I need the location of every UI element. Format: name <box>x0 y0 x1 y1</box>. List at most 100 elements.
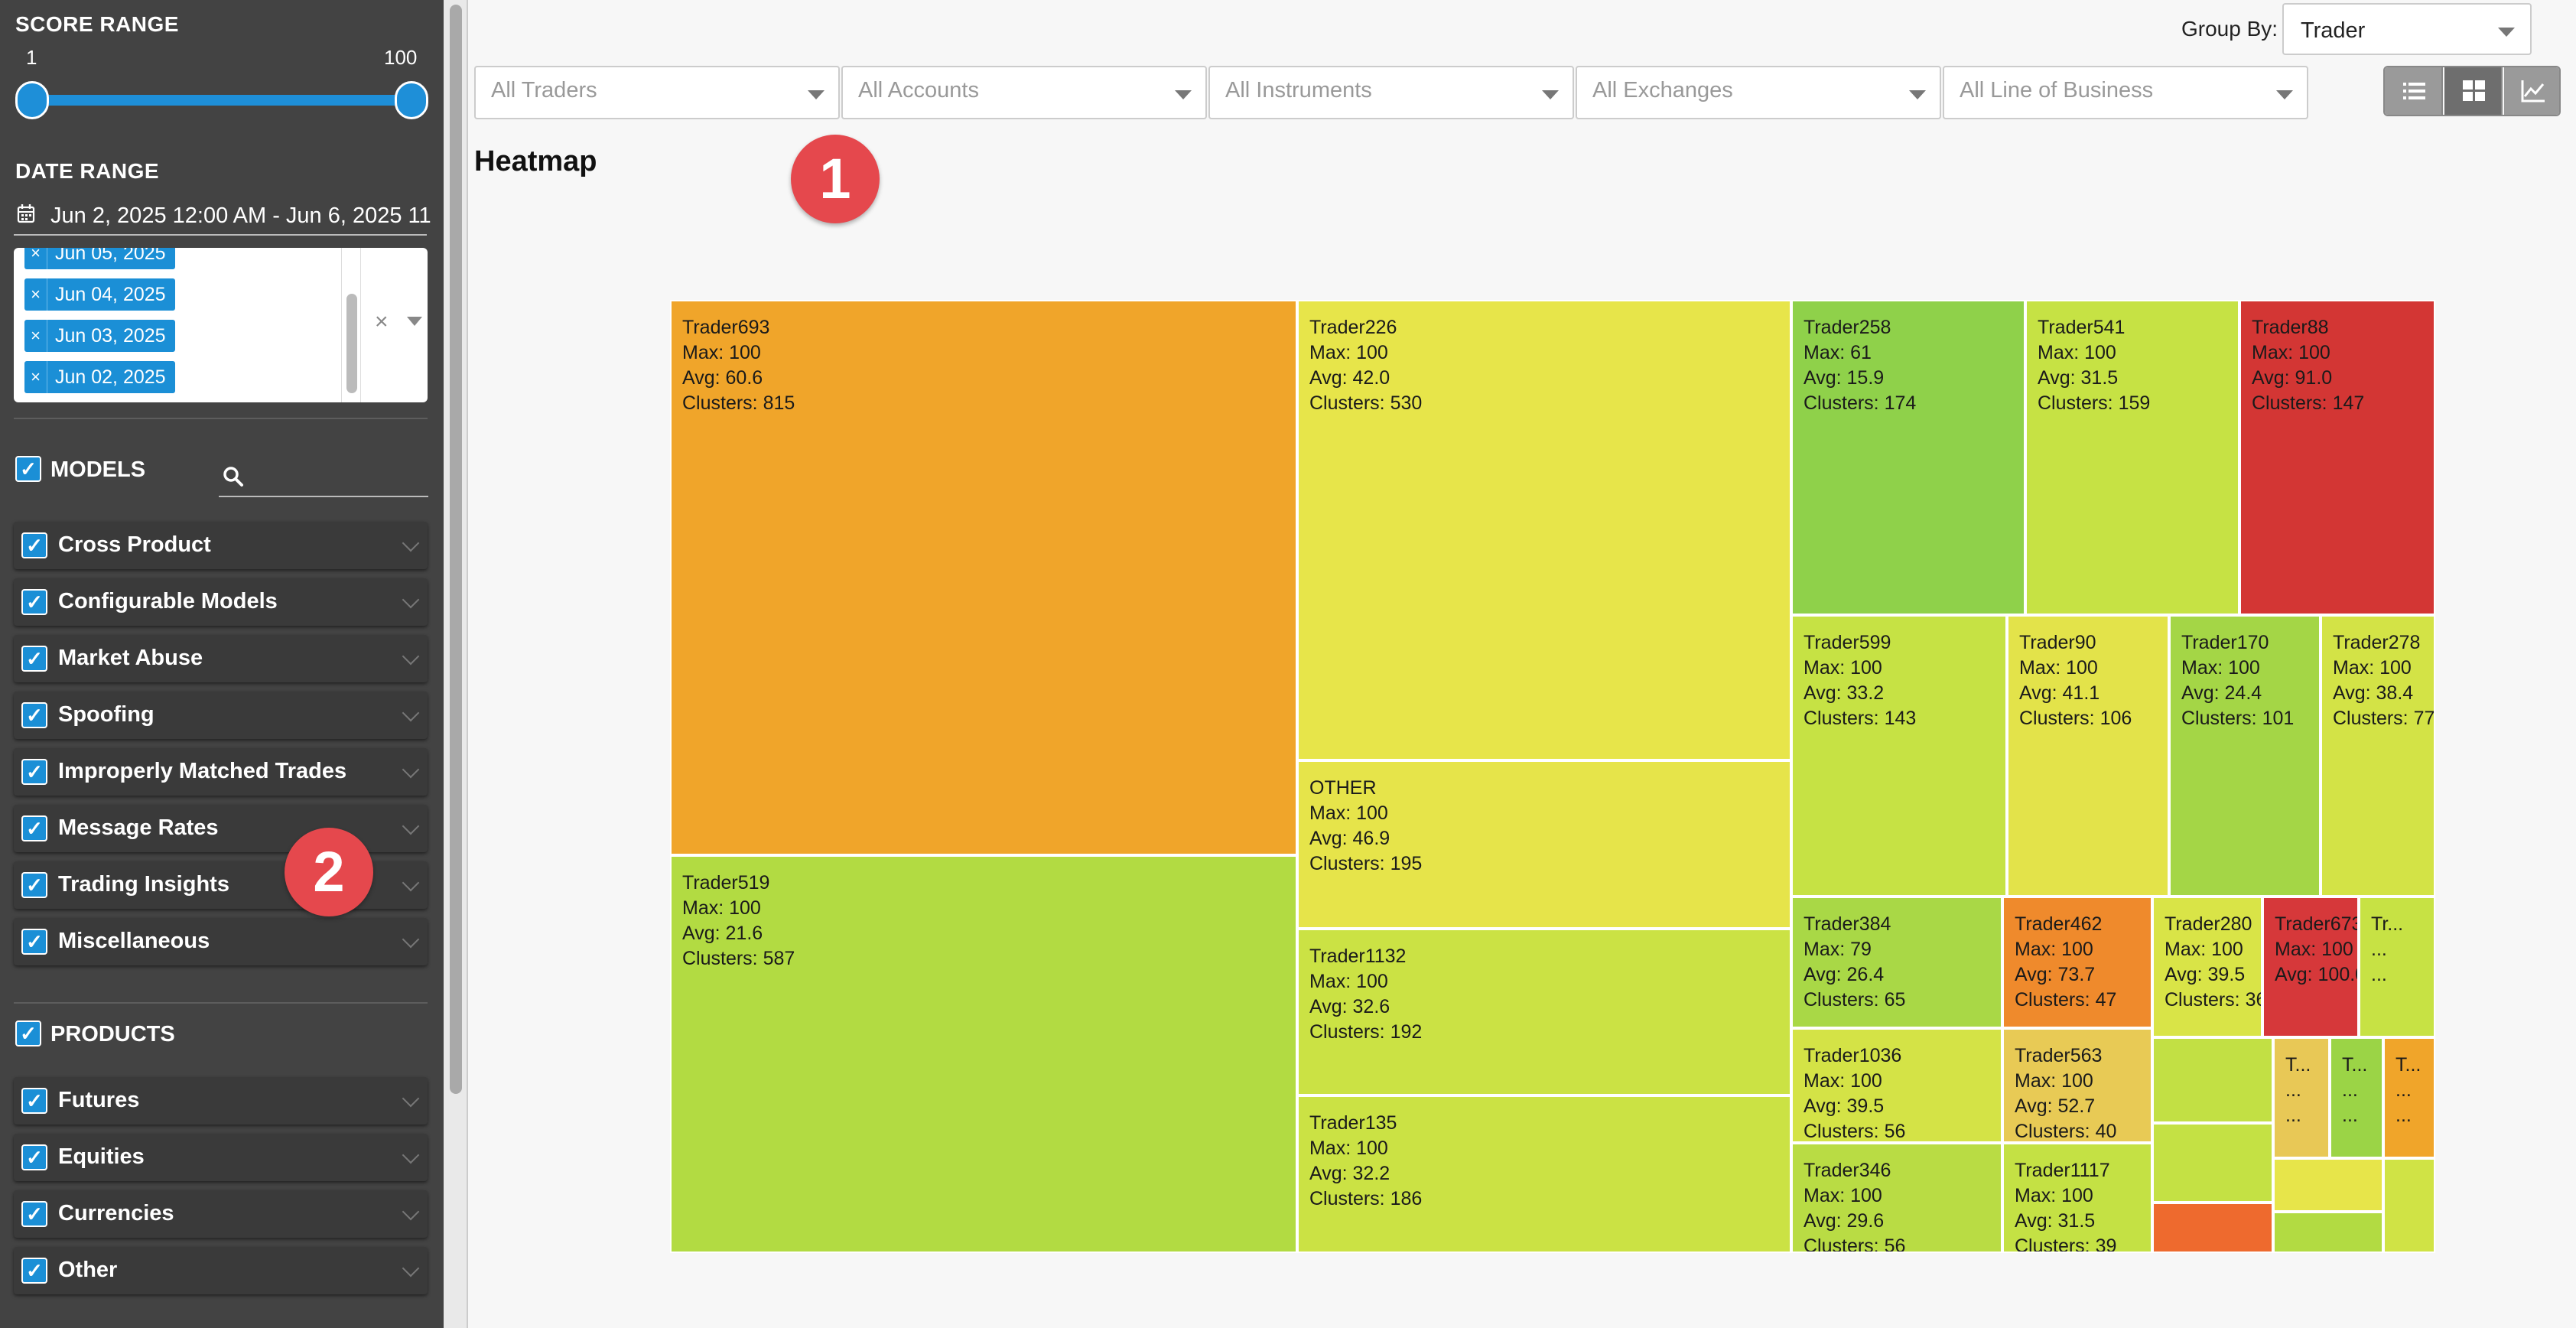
selected-dates-box[interactable]: × Jun 05, 2025 × Jun 04, 2025 × Jun 03, … <box>14 248 428 402</box>
heatmap-tile[interactable]: Tr......... <box>2359 897 2435 1037</box>
chevron-down-icon[interactable] <box>402 1259 420 1278</box>
group-by-select[interactable]: Trader <box>2282 3 2532 55</box>
heatmap-tile[interactable]: Trader280 Max: 100 Avg: 39.5 Clusters: 36 <box>2152 897 2262 1037</box>
model-item-improperly-matched-trades[interactable]: ✓ Improperly Matched Trades <box>14 748 428 796</box>
instruments-filter[interactable]: All Instruments <box>1208 66 1574 119</box>
exchanges-filter[interactable]: All Exchanges <box>1576 66 1941 119</box>
list-view-button[interactable] <box>2385 67 2443 115</box>
models-checkbox[interactable]: ✓ <box>15 456 41 482</box>
heatmap-tile[interactable]: Trader346 Max: 100 Avg: 29.6 Clusters: 56 <box>1791 1143 2002 1253</box>
model-item-cross-product[interactable]: ✓ Cross Product <box>14 522 428 569</box>
chevron-down-icon[interactable] <box>402 930 420 949</box>
chevron-down-icon[interactable] <box>402 1203 420 1221</box>
product-checkbox[interactable]: ✓ <box>21 1088 47 1114</box>
chevron-down-icon[interactable] <box>402 647 420 666</box>
chip-remove-icon[interactable]: × <box>24 320 47 352</box>
heatmap-tile[interactable]: Trader693 Max: 100 Avg: 60.6 Clusters: 815 <box>670 300 1297 855</box>
product-checkbox[interactable]: ✓ <box>21 1201 47 1227</box>
accounts-filter[interactable]: All Accounts <box>841 66 1207 119</box>
chip-remove-icon[interactable]: × <box>24 278 47 311</box>
score-range-slider-track[interactable] <box>31 95 413 106</box>
heatmap-tile[interactable] <box>2273 1158 2383 1212</box>
heatmap-tile[interactable]: Trader1117 Max: 100 Avg: 31.5 Clusters: 39 <box>2002 1143 2152 1253</box>
heatmap-tile[interactable]: Trader563 Max: 100 Avg: 52.7 Clusters: 40 <box>2002 1028 2152 1143</box>
chevron-down-icon[interactable] <box>402 1089 420 1108</box>
chip-remove-icon[interactable]: × <box>24 248 47 269</box>
heatmap-tile[interactable]: Trader278 Max: 100 Avg: 38.4 Clusters: 77 <box>2321 615 2435 897</box>
heatmap-tile[interactable]: Trader226 Max: 100 Avg: 42.0 Clusters: 530 <box>1297 300 1791 760</box>
model-checkbox[interactable]: ✓ <box>21 589 47 615</box>
chevron-down-icon[interactable] <box>402 1146 420 1164</box>
grid-view-button[interactable] <box>2444 67 2503 115</box>
heatmap-tile[interactable]: T......... <box>2330 1037 2383 1158</box>
date-chip[interactable]: × Jun 02, 2025 <box>24 361 175 393</box>
dates-dropdown-caret-icon[interactable] <box>407 317 422 326</box>
product-checkbox[interactable]: ✓ <box>21 1258 47 1284</box>
model-checkbox[interactable]: ✓ <box>21 815 47 841</box>
heatmap-tile[interactable]: Trader258 Max: 61 Avg: 15.9 Clusters: 174 <box>1791 300 2025 615</box>
model-item-spoofing[interactable]: ✓ Spoofing <box>14 692 428 739</box>
heatmap-tile[interactable]: Trader135 Max: 100 Avg: 32.2 Clusters: 186 <box>1297 1095 1791 1253</box>
traders-filter[interactable]: All Traders <box>474 66 840 119</box>
date-chip[interactable]: × Jun 04, 2025 <box>24 278 175 311</box>
heatmap-tile[interactable]: Trader462 Max: 100 Avg: 73.7 Clusters: 47 <box>2002 897 2152 1028</box>
products-checkbox[interactable]: ✓ <box>15 1020 41 1046</box>
tile-stat: Clusters: 143 <box>1804 708 1917 729</box>
heatmap-tile[interactable] <box>2152 1203 2273 1253</box>
date-range-input[interactable]: Jun 2, 2025 12:00 AM - Jun 6, 2025 11:59… <box>14 200 433 236</box>
model-checkbox[interactable]: ✓ <box>21 872 47 898</box>
model-item-miscellaneous[interactable]: ✓ Miscellaneous <box>14 918 428 965</box>
heatmap-tile[interactable] <box>2152 1037 2273 1123</box>
product-item-equities[interactable]: ✓ Equities <box>14 1134 428 1181</box>
model-item-market-abuse[interactable]: ✓ Market Abuse <box>14 635 428 682</box>
chevron-down-icon[interactable] <box>402 874 420 892</box>
heatmap-tile[interactable] <box>2383 1158 2435 1253</box>
date-chip[interactable]: × Jun 05, 2025 <box>24 248 175 269</box>
score-range-max-handle[interactable] <box>395 81 428 119</box>
heatmap-tile[interactable]: OTHER Max: 100 Avg: 46.9 Clusters: 195 <box>1297 760 1791 929</box>
heatmap-tile[interactable]: Trader673 Max: 100 Avg: 100.0 <box>2262 897 2359 1037</box>
sidebar-scrollbar[interactable] <box>444 0 468 1328</box>
heatmap-tile[interactable]: Trader170 Max: 100 Avg: 24.4 Clusters: 101 <box>2169 615 2321 897</box>
model-checkbox[interactable]: ✓ <box>21 702 47 728</box>
heatmap-tile[interactable] <box>2273 1212 2383 1253</box>
model-checkbox[interactable]: ✓ <box>21 929 47 955</box>
model-checkbox[interactable]: ✓ <box>21 646 47 672</box>
product-checkbox[interactable]: ✓ <box>21 1144 47 1170</box>
heatmap-tile[interactable]: Trader599 Max: 100 Avg: 33.2 Clusters: 143 <box>1791 615 2007 897</box>
model-label: Configurable Models <box>58 589 278 614</box>
heatmap-tile[interactable]: T......... <box>2273 1037 2330 1158</box>
heatmap-tile[interactable]: Trader1036 Max: 100 Avg: 39.5 Clusters: 56 <box>1791 1028 2002 1143</box>
chevron-down-icon[interactable] <box>402 760 420 779</box>
product-item-futures[interactable]: ✓ Futures <box>14 1077 428 1125</box>
model-checkbox[interactable]: ✓ <box>21 532 47 558</box>
chevron-down-icon[interactable] <box>402 704 420 722</box>
model-checkbox[interactable]: ✓ <box>21 759 47 785</box>
product-item-other[interactable]: ✓ Other <box>14 1247 428 1294</box>
heatmap-tile[interactable]: Trader88 Max: 100 Avg: 91.0 Clusters: 147 <box>2239 300 2435 615</box>
product-item-currencies[interactable]: ✓ Currencies <box>14 1190 428 1238</box>
dates-scrollbar[interactable] <box>341 248 361 402</box>
heatmap-tile[interactable] <box>2152 1123 2273 1203</box>
heatmap-tile[interactable]: Trader90 Max: 100 Avg: 41.1 Clusters: 106 <box>2007 615 2169 897</box>
score-range-min-handle[interactable] <box>15 81 49 119</box>
tile-name: Trader280 <box>2165 913 2252 935</box>
chevron-down-icon[interactable] <box>402 591 420 609</box>
chevron-down-icon[interactable] <box>402 817 420 835</box>
line-of-business-filter[interactable]: All Line of Business <box>1943 66 2308 119</box>
date-chip[interactable]: × Jun 03, 2025 <box>24 320 175 352</box>
chevron-down-icon[interactable] <box>402 534 420 552</box>
dates-scrollbar-thumb[interactable] <box>346 294 357 393</box>
chart-view-button[interactable] <box>2504 67 2559 115</box>
heatmap-tile[interactable]: Trader541 Max: 100 Avg: 31.5 Clusters: 159 <box>2025 300 2239 615</box>
models-search-input[interactable] <box>219 459 428 497</box>
heatmap-tile[interactable]: T......... <box>2383 1037 2435 1158</box>
model-item-message-rates[interactable]: ✓ Message Rates <box>14 805 428 852</box>
clear-dates-icon[interactable]: × <box>375 309 389 334</box>
heatmap-tile[interactable]: Trader519 Max: 100 Avg: 21.6 Clusters: 587 <box>670 855 1297 1253</box>
chip-remove-icon[interactable]: × <box>24 361 47 393</box>
heatmap-tile[interactable]: Trader1132 Max: 100 Avg: 32.6 Clusters: 192 <box>1297 929 1791 1095</box>
heatmap-tile[interactable]: Trader384 Max: 79 Avg: 26.4 Clusters: 65 <box>1791 897 2002 1028</box>
model-item-configurable-models[interactable]: ✓ Configurable Models <box>14 578 428 626</box>
sidebar-scrollbar-thumb[interactable] <box>450 5 462 1094</box>
